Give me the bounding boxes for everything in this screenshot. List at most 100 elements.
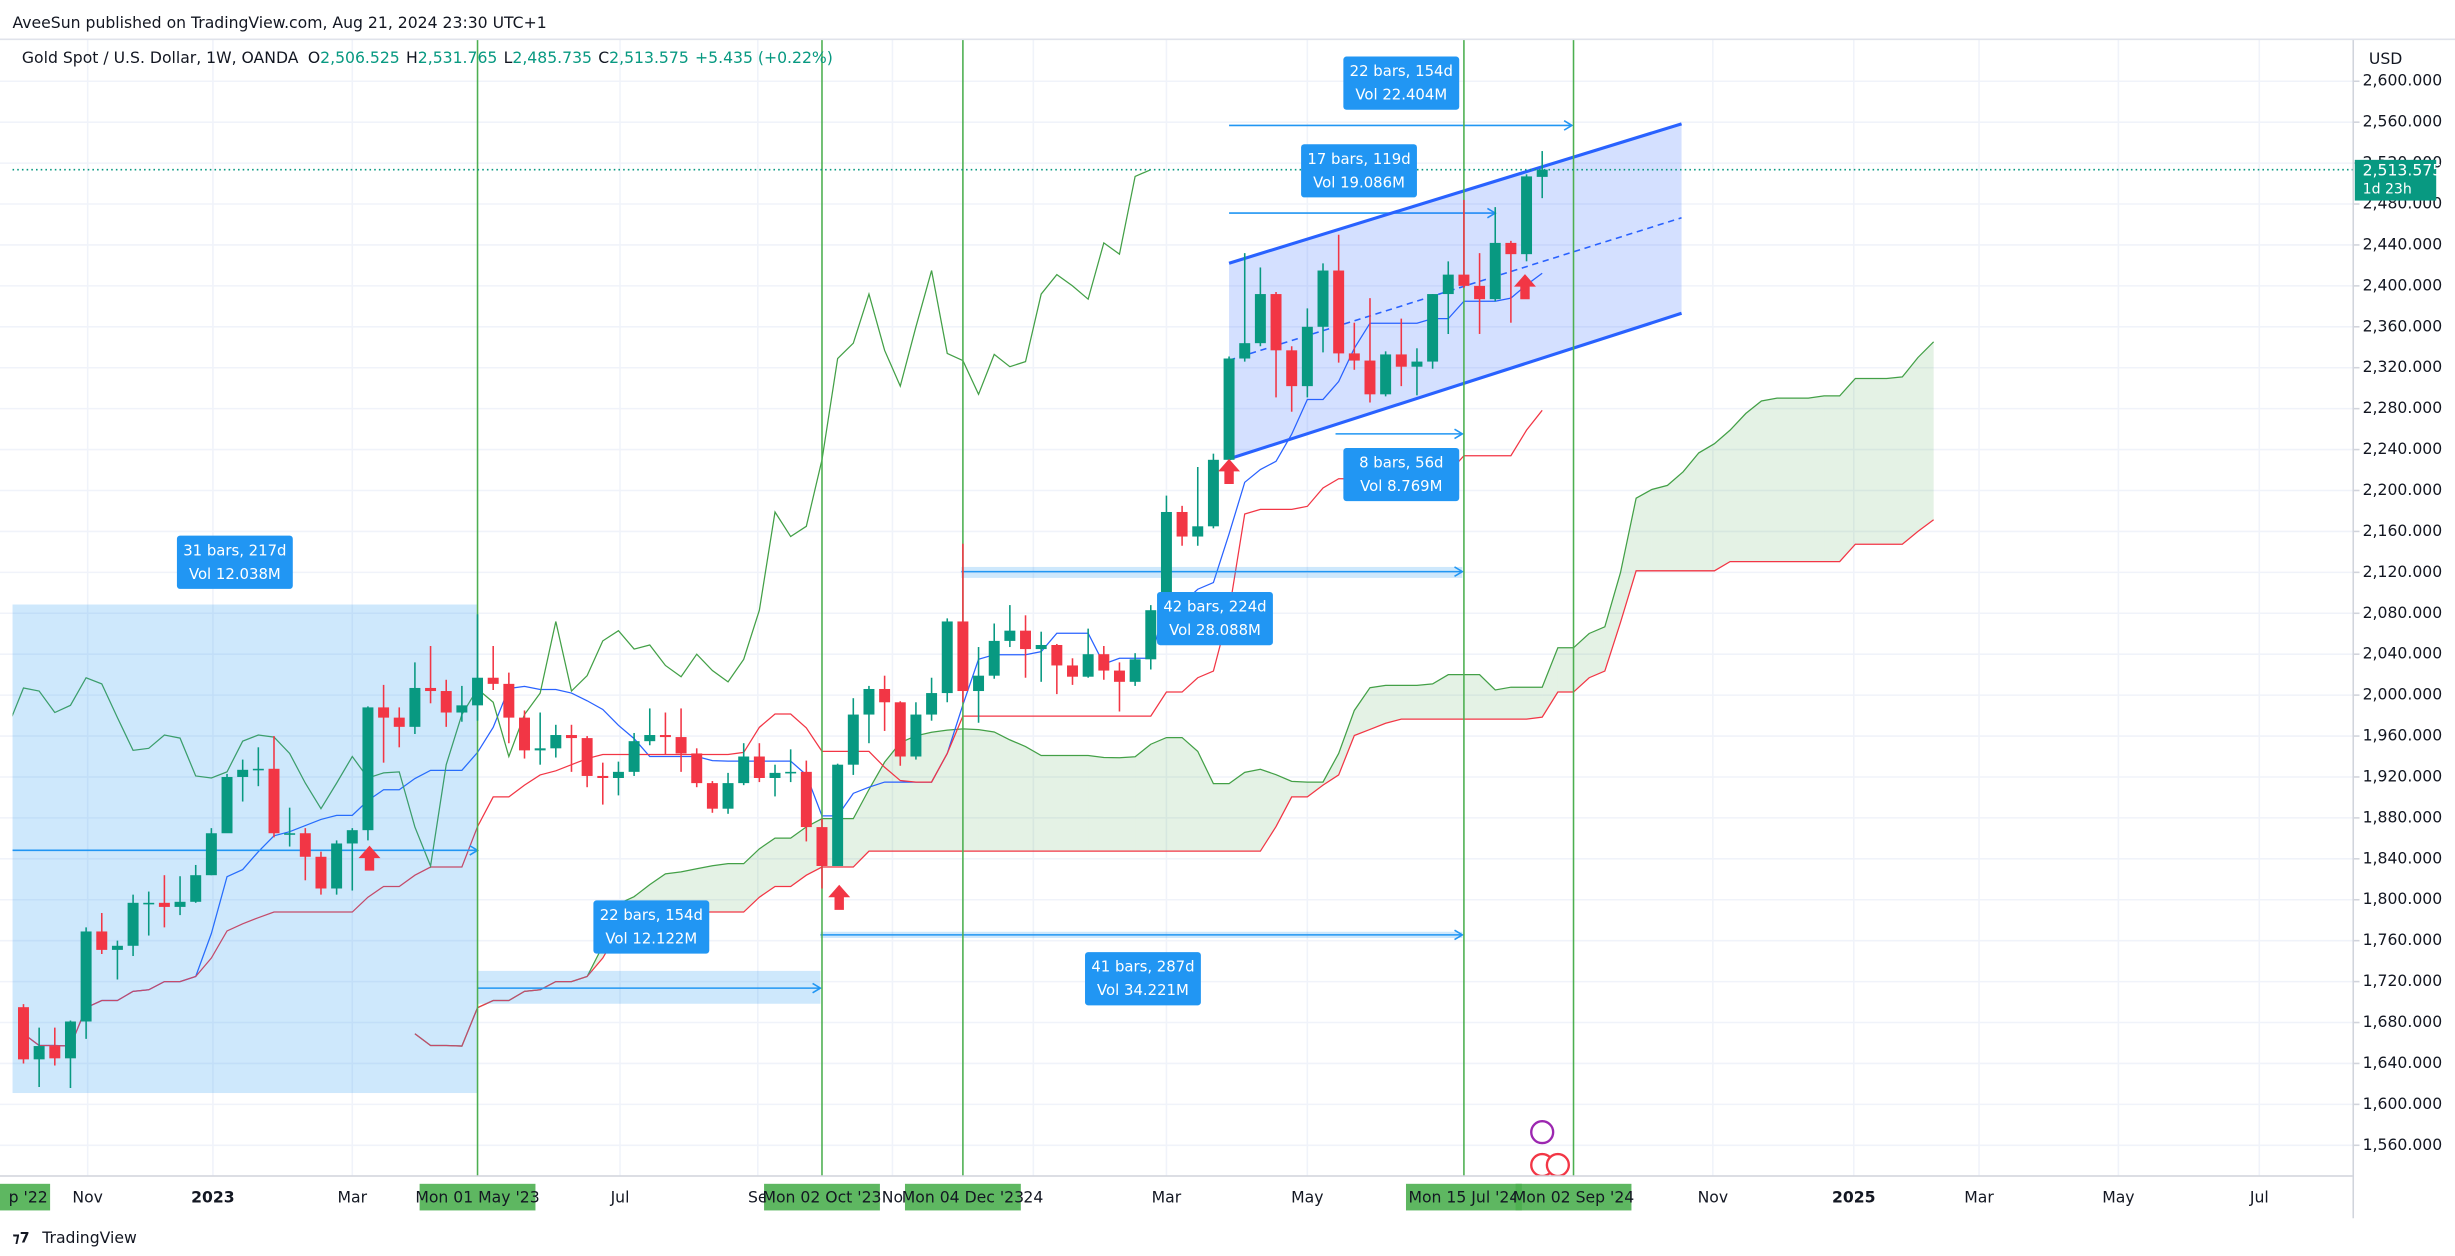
candle-body — [1004, 630, 1016, 641]
legend-part: H — [406, 48, 418, 67]
legend-part: +5.435 (+0.22%) — [695, 48, 833, 67]
cloud — [1229, 772, 1245, 852]
candle-body — [1145, 610, 1157, 660]
cloud — [1385, 685, 1402, 724]
candle-body — [565, 735, 577, 739]
cloud — [1103, 757, 1120, 852]
candle-body — [409, 687, 421, 727]
candle-body — [1348, 353, 1360, 361]
cloud — [1542, 647, 1558, 718]
channel-lower — [1228, 311, 1683, 461]
candle-body — [581, 738, 593, 776]
candle-body — [1380, 354, 1392, 395]
marker-label-bg — [1405, 1183, 1522, 1211]
cloud — [1792, 398, 1809, 562]
candle-body — [722, 783, 734, 809]
candle-body — [1474, 285, 1486, 300]
measure-volume: Vol 8.769M — [1360, 477, 1442, 495]
candle-body — [1536, 169, 1548, 177]
y-tick-label: 2,560.000 — [2363, 112, 2443, 131]
cloud — [1620, 498, 1637, 623]
candle-body — [941, 621, 953, 694]
candle-body — [1098, 654, 1110, 671]
price-label-bg — [2354, 159, 2437, 201]
measure-bars: 41 bars, 287d — [1091, 958, 1194, 976]
x-tick-label: Se — [748, 1187, 768, 1206]
cloud — [1651, 485, 1668, 571]
candle-body — [785, 771, 797, 774]
candle-body — [675, 737, 687, 754]
candle-body — [847, 714, 859, 765]
grid: 1,560.000 1,600.000 1,640.000 1,680.000 1,72… — [0, 39, 2442, 1176]
cloud — [1714, 430, 1731, 571]
cloud — [1510, 687, 1527, 720]
cloud — [1150, 737, 1167, 852]
measure-box — [1301, 144, 1417, 198]
candle-body — [973, 675, 985, 692]
cloud — [1135, 744, 1151, 852]
cloud — [1902, 357, 1918, 545]
candle-body — [879, 688, 891, 703]
currency: USD — [2369, 49, 2402, 68]
measure-volume: Vol 22.404M — [1355, 86, 1447, 104]
candle-body — [80, 931, 92, 1022]
candle-body — [738, 756, 750, 784]
candle-body — [706, 783, 718, 809]
y-tick-label: 2,200.000 — [2363, 480, 2443, 499]
candle-body — [894, 702, 906, 757]
candle-body — [644, 735, 656, 742]
candle-body — [1286, 350, 1298, 387]
range-arrow-head — [1454, 929, 1464, 941]
published-by: AveeSun published on TradingView.com, Au… — [13, 13, 547, 32]
candle-body — [190, 875, 202, 902]
marker-label: Mon 02 Oct '23 — [762, 1187, 881, 1206]
candle-body — [111, 945, 123, 950]
cloud — [759, 838, 776, 898]
measure-volume: Vol 12.038M — [189, 565, 281, 583]
cloud — [853, 789, 869, 868]
candle-body — [753, 756, 765, 778]
cloud — [1698, 443, 1715, 571]
candle-body — [926, 693, 938, 715]
candle-body — [1317, 270, 1329, 327]
cloud — [1276, 774, 1292, 827]
kijun — [23, 409, 1543, 1047]
cloud — [1338, 710, 1355, 775]
x-tick-label: Jul — [2249, 1187, 2269, 1206]
cloud — [868, 762, 885, 852]
cloud — [1683, 452, 1699, 571]
candle-body — [252, 768, 264, 771]
cloud — [1369, 685, 1386, 730]
candle-body — [1458, 274, 1470, 286]
candle-body — [1505, 242, 1517, 255]
candle-body — [800, 771, 812, 828]
y-tick-label: 2,120.000 — [2363, 562, 2443, 581]
cloud — [1761, 398, 1778, 562]
candle-body — [331, 843, 343, 889]
measure-bars: 8 bars, 56d — [1359, 454, 1443, 472]
y-tick-label: 1,680.000 — [2363, 1012, 2443, 1031]
candle-body — [503, 683, 515, 718]
marker-label: Mon 01 May '23 — [415, 1187, 539, 1206]
candle-body — [1035, 644, 1047, 650]
candle-body — [378, 707, 390, 718]
y-tick-label: 2,240.000 — [2363, 439, 2443, 458]
candle-body — [1442, 274, 1454, 295]
candle-body — [1395, 354, 1407, 367]
candle-body — [534, 748, 546, 751]
range-arrow-head — [1454, 566, 1464, 578]
marker-label-bg — [0, 1183, 51, 1211]
cloud — [1917, 341, 1934, 532]
candle-body — [988, 640, 1000, 676]
range-arrow-head — [1454, 428, 1464, 440]
countdown: 1d 23h — [2363, 182, 2412, 198]
cloud — [1041, 755, 1057, 852]
y-tick-label: 2,600.000 — [2363, 71, 2443, 90]
x-tick-label: 2025 — [1832, 1187, 1876, 1206]
y-tick-label: 1,600.000 — [2363, 1094, 2443, 1113]
y-tick-label: 2,400.000 — [2363, 275, 2443, 294]
candle-body — [628, 741, 640, 772]
y-tick-label: 2,000.000 — [2363, 685, 2443, 704]
footer: TradingView — [41, 1228, 137, 1247]
front-layer: p '22 Nov 2023 Mar Jul Se No 24 Mar May Nov 2025 Mar… — [0, 48, 2442, 1211]
